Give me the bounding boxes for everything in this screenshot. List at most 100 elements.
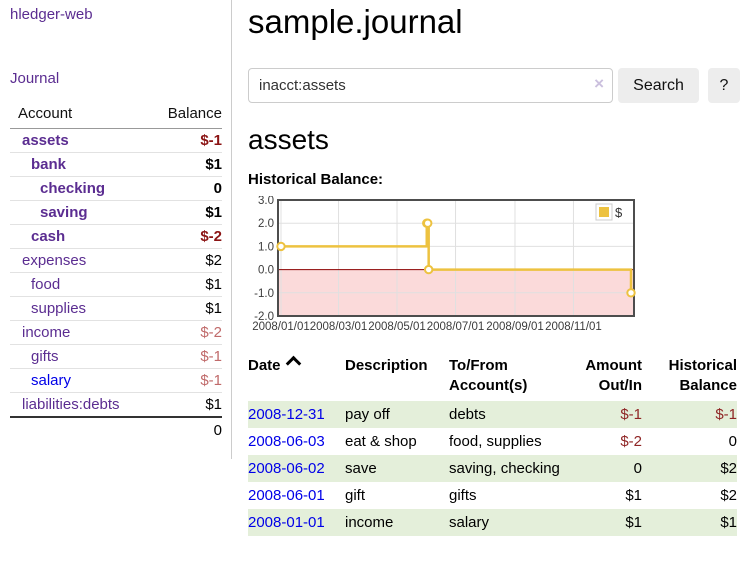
register-balance-cell: $2	[720, 486, 737, 504]
account-balance: $1	[151, 296, 222, 321]
register-header-date-label: Date	[248, 357, 281, 374]
register-date-link[interactable]: 2008-01-01	[248, 513, 325, 531]
register-description-cell: eat & shop	[345, 432, 417, 450]
register-date-cell: 2008-06-01	[248, 482, 345, 509]
account-balance: $1	[151, 152, 222, 177]
account-balance: $-1	[200, 132, 222, 149]
search-input[interactable]	[248, 68, 613, 103]
register-balance-cell: $-1	[715, 405, 737, 423]
register-description-cell: gift	[345, 486, 366, 504]
hledger-web-app: hledger-web Journal Account Balance asse…	[0, 0, 742, 536]
register-header-amount: Amount Out/In	[585, 357, 642, 394]
register-date-cell: 2008-06-03	[248, 428, 345, 455]
account-row: liabilities:debts $1	[10, 392, 222, 417]
account-row: supplies $1	[10, 296, 222, 321]
sort-ascending-icon	[285, 355, 301, 372]
account-heading: assets	[248, 124, 329, 155]
account-link[interactable]: cash	[31, 228, 66, 245]
register-header-description: Description	[345, 357, 428, 374]
account-link[interactable]: gifts	[31, 348, 59, 365]
account-row: salary $-1	[10, 368, 222, 393]
register-accounts-cell: saving, checking	[449, 459, 560, 477]
register-date-link[interactable]: 2008-06-03	[248, 432, 325, 450]
search-bar: × Search ?	[248, 68, 742, 103]
account-link[interactable]: assets	[22, 132, 69, 149]
account-link[interactable]: liabilities:debts	[22, 396, 120, 413]
register-header-accounts: To/From Account(s)	[449, 357, 528, 394]
app-title-link[interactable]: hledger-web	[10, 6, 93, 23]
svg-text:$: $	[615, 205, 623, 220]
account-name-cell: cash	[10, 224, 152, 249]
account-link[interactable]: salary	[31, 372, 72, 389]
chart-title: Historical Balance:	[248, 171, 384, 188]
register-accounts-cell: debts	[449, 405, 486, 423]
account-balance: 0	[151, 176, 222, 201]
account-row: bank $1	[10, 152, 222, 177]
account-name-cell: saving	[10, 200, 152, 225]
account-balance: $-1	[151, 344, 222, 369]
account-row: income $-2	[10, 320, 222, 345]
clear-search-icon[interactable]: ×	[594, 74, 604, 93]
register-accounts-cell: food, supplies	[449, 432, 542, 450]
register-date-link[interactable]: 2008-12-31	[248, 405, 325, 423]
register-amount-cell: $-1	[620, 405, 642, 423]
account-link[interactable]: saving	[40, 204, 88, 221]
register-accounts-cell: gifts	[449, 486, 477, 504]
register-amount-cell: 0	[633, 459, 642, 477]
register-amount-cell: $1	[625, 513, 642, 531]
accounts-header-account: Account	[10, 103, 152, 129]
account-row: expenses $2	[10, 248, 222, 273]
sidebar-item-journal[interactable]: Journal	[10, 70, 60, 87]
register-description-cell: pay off	[345, 405, 390, 423]
account-name-cell: liabilities:debts	[10, 392, 152, 417]
register-balance-cell: $2	[720, 459, 737, 477]
account-balance: $-2	[151, 320, 222, 345]
svg-text:1.0: 1.0	[258, 241, 274, 253]
account-name-cell: gifts	[10, 344, 152, 369]
search-input-wrap: ×	[248, 68, 613, 103]
page-title: sample.journal	[248, 3, 463, 40]
register-date-cell: 2008-06-02	[248, 455, 345, 482]
sidebar: hledger-web Journal Account Balance asse…	[0, 0, 232, 459]
account-name-cell: income	[10, 320, 152, 345]
account-row: food $1	[10, 272, 222, 297]
account-link[interactable]: bank	[31, 156, 67, 173]
register-date-link[interactable]: 2008-06-01	[248, 486, 325, 504]
account-link[interactable]: supplies	[31, 300, 87, 317]
account-name-cell: assets	[10, 129, 152, 153]
account-balance: $2	[151, 248, 222, 273]
register-accounts-cell: salary	[449, 513, 490, 531]
register-date-link[interactable]: 2008-06-02	[248, 459, 325, 477]
svg-text:2008/11/01: 2008/11/01	[545, 321, 602, 333]
register-row: 2008-12-31 pay off debts $-1 $-1	[248, 400, 737, 428]
search-button[interactable]: Search	[618, 68, 699, 103]
svg-text:2.0: 2.0	[258, 218, 274, 230]
account-balance: $-1	[151, 368, 222, 393]
main-content: sample.journal × Search ? assets Histori…	[232, 0, 742, 536]
accounts-total-value: 0	[151, 416, 222, 443]
accounts-table: Account Balance assets $-1 bank $1 checking 0…	[10, 103, 222, 443]
register-row: 2008-01-01 income salary $1 $1	[248, 508, 737, 536]
register-header-date[interactable]: Date	[248, 355, 345, 401]
help-button[interactable]: ?	[708, 68, 740, 103]
accounts-table-header-row: Account Balance	[10, 103, 222, 129]
account-link[interactable]: income	[22, 324, 71, 341]
account-row: assets $-1	[10, 129, 222, 153]
register-row: 2008-06-03 eat & shop food, supplies $-2 0	[248, 428, 737, 455]
account-link[interactable]: checking	[40, 180, 106, 197]
register-balance-cell: $1	[720, 513, 737, 531]
account-row: checking 0	[10, 176, 222, 201]
accounts-total-spacer	[10, 416, 152, 443]
register-balance-cell: 0	[728, 432, 737, 450]
account-link[interactable]: expenses	[22, 252, 87, 269]
account-balance: $1	[151, 200, 222, 225]
account-link[interactable]: food	[31, 276, 61, 293]
svg-text:3.0: 3.0	[258, 196, 274, 207]
account-balance: $-2	[151, 224, 222, 249]
register-table: Date Description To/From Account(s) Amou…	[248, 355, 737, 536]
account-name-cell: expenses	[10, 248, 152, 273]
svg-text:-1.0: -1.0	[254, 288, 274, 300]
svg-text:2008/05/01: 2008/05/01	[368, 321, 426, 333]
register-amount-cell: $-2	[620, 432, 642, 450]
register-date-cell: 2008-01-01	[248, 509, 345, 536]
